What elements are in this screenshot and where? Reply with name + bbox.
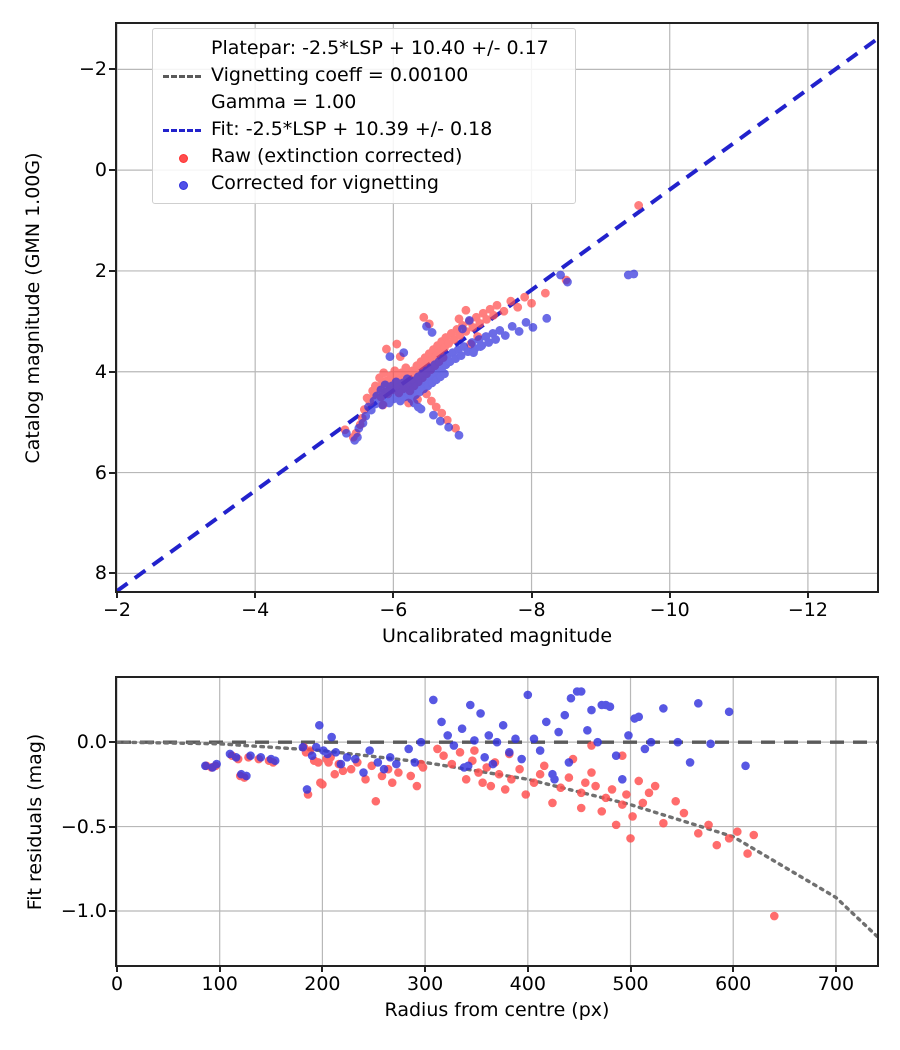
y-tick-mark bbox=[109, 741, 115, 744]
x-tick-label: −6 bbox=[379, 599, 408, 621]
y-tick-mark bbox=[109, 909, 115, 912]
legend-row: Gamma = 1.00 bbox=[161, 89, 565, 116]
x-tick-label: 200 bbox=[304, 973, 341, 995]
blue-dot-icon bbox=[179, 180, 188, 190]
legend-spacer bbox=[161, 39, 203, 59]
magnitude-calibration-canvas bbox=[117, 24, 877, 591]
corrected-points bbox=[341, 269, 639, 445]
x-tick-mark bbox=[732, 967, 735, 972]
y-tick-mark bbox=[109, 269, 115, 272]
x-tick-mark bbox=[530, 593, 533, 598]
y-tick-label: 2 bbox=[94, 259, 107, 282]
y-axis-title: Fit residuals (mag) bbox=[24, 733, 46, 910]
dashed-gray-line-icon bbox=[163, 74, 201, 78]
y-tick-label: 8 bbox=[94, 562, 107, 585]
x-tick-label: −2 bbox=[102, 599, 132, 621]
legend-row: Platepar: -2.5*LSP + 10.40 +/- 0.17 bbox=[161, 35, 565, 62]
y-tick-mark bbox=[109, 825, 115, 828]
x-tick-mark bbox=[629, 967, 632, 972]
legend-label: Vignetting coeff = 0.00100 bbox=[211, 64, 469, 86]
x-tick-mark bbox=[218, 967, 221, 972]
x-tick-label: 600 bbox=[715, 973, 752, 995]
y-tick-label: −0.5 bbox=[60, 815, 107, 838]
x-tick-mark bbox=[834, 967, 837, 972]
y-tick-mark bbox=[109, 370, 115, 373]
grid-lines bbox=[117, 678, 877, 965]
legend-row: Vignetting coeff = 0.00100 bbox=[161, 62, 565, 89]
x-tick-label: 300 bbox=[406, 973, 444, 995]
x-tick-mark bbox=[116, 593, 118, 598]
legend-row: Fit: -2.5*LSP + 10.39 +/- 0.18 bbox=[161, 116, 565, 143]
legend-spacer bbox=[161, 93, 203, 113]
x-tick-mark bbox=[806, 593, 809, 598]
x-tick-mark bbox=[668, 593, 671, 598]
legend-label: Gamma = 1.00 bbox=[211, 91, 357, 113]
raw-marker-swatch bbox=[161, 147, 203, 167]
vignetting-model-line bbox=[117, 740, 877, 938]
legend-label: Corrected for vignetting bbox=[211, 172, 439, 194]
x-tick-mark bbox=[392, 593, 395, 598]
x-tick-mark bbox=[424, 967, 427, 972]
y-tick-label: 0 bbox=[94, 159, 107, 182]
raw-residual-points bbox=[202, 741, 779, 921]
x-axis-title: Radius from centre (px) bbox=[384, 999, 610, 1021]
dashed-blue-line-icon bbox=[163, 128, 201, 132]
y-tick-mark bbox=[109, 471, 115, 474]
x-tick-label: 500 bbox=[612, 973, 649, 995]
y-tick-mark bbox=[109, 572, 115, 575]
x-tick-mark bbox=[321, 967, 324, 972]
legend-label: Raw (extinction corrected) bbox=[211, 145, 463, 167]
corrected-marker-swatch bbox=[161, 174, 203, 194]
x-tick-mark bbox=[526, 967, 529, 972]
x-axis-title: Uncalibrated magnitude bbox=[381, 625, 613, 647]
x-tick-mark bbox=[254, 593, 257, 598]
y-tick-label: 4 bbox=[94, 360, 107, 383]
y-tick-mark bbox=[109, 169, 115, 172]
x-tick-mark bbox=[116, 967, 118, 972]
legend-label: Fit: -2.5*LSP + 10.39 +/- 0.18 bbox=[211, 118, 493, 140]
x-tick-label: −12 bbox=[787, 599, 828, 621]
legend-label: Platepar: -2.5*LSP + 10.40 +/- 0.17 bbox=[211, 37, 549, 59]
fit-residuals-plot bbox=[115, 676, 879, 967]
fit-residuals-canvas bbox=[117, 678, 877, 965]
y-tick-mark bbox=[109, 68, 115, 71]
y-tick-label: 6 bbox=[94, 461, 107, 484]
x-tick-label: 0 bbox=[110, 973, 124, 995]
x-tick-label: 100 bbox=[201, 973, 238, 995]
corrected-residual-points bbox=[201, 687, 750, 794]
y-tick-label: −1.0 bbox=[60, 899, 107, 922]
x-tick-label: −4 bbox=[241, 599, 270, 621]
vignetting-line-swatch bbox=[161, 66, 203, 86]
y-axis-title: Catalog magnitude (GMN 1.00G) bbox=[22, 151, 44, 464]
y-tick-label: 0.0 bbox=[76, 731, 107, 754]
legend-row: Corrected for vignetting bbox=[161, 170, 565, 197]
x-tick-label: 700 bbox=[817, 973, 855, 995]
y-tick-label: −2 bbox=[78, 58, 107, 81]
plot-legend: Platepar: -2.5*LSP + 10.40 +/- 0.17 Vigne… bbox=[152, 28, 576, 204]
red-dot-icon bbox=[179, 153, 188, 163]
x-tick-label: 400 bbox=[509, 973, 546, 995]
x-tick-label: −8 bbox=[517, 599, 546, 621]
legend-row: Raw (extinction corrected) bbox=[161, 143, 565, 170]
x-tick-label: −10 bbox=[649, 599, 690, 621]
fit-line-swatch bbox=[161, 120, 203, 140]
